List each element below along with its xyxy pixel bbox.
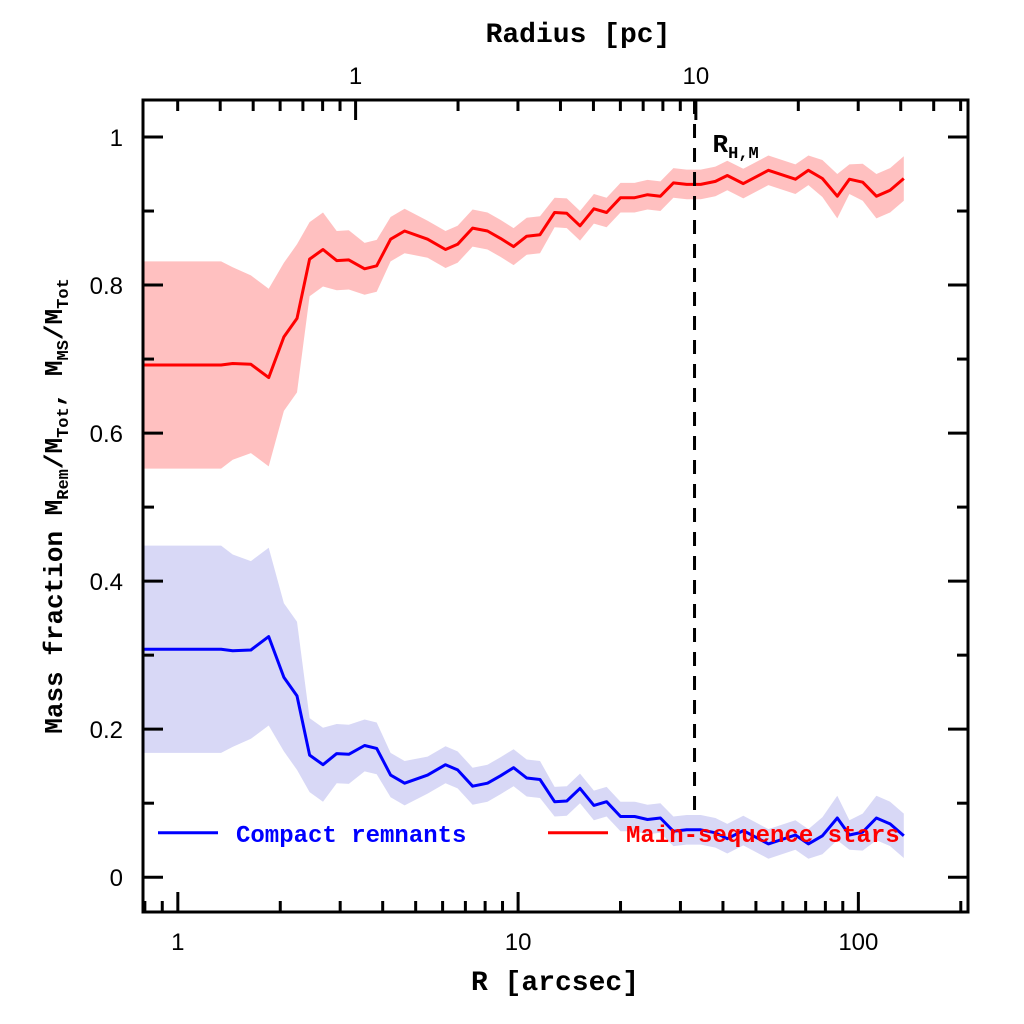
y-axis-label: Mass fraction MRem/MTot, MMS/MTot: [40, 278, 74, 734]
y-label-subscript: Tot: [55, 278, 74, 309]
half-mass-radius-label: RH,M: [713, 130, 759, 164]
error-band-main-sequence: [143, 155, 904, 469]
series-line-main-sequence: [143, 168, 905, 380]
y-label-text: Mass fraction M: [40, 500, 70, 734]
x-tick-label: 1: [171, 929, 184, 956]
annotation-main: R: [713, 130, 729, 160]
y-label-text: , M: [40, 360, 70, 407]
y-label-text: /M: [40, 309, 70, 340]
legend-label-main-sequence: Main-sequence stars: [626, 823, 900, 850]
y-label-subscript: Rem: [55, 469, 74, 500]
y-tick-label: 0.8: [90, 273, 123, 300]
top-tick-label: 10: [683, 63, 710, 90]
annotation-subscript: H,M: [728, 145, 759, 164]
axis-ticks: [143, 100, 968, 912]
error-band-remnants: [143, 545, 904, 859]
series-line-remnants: [143, 635, 905, 846]
error-bands: [143, 155, 904, 859]
top-tick-label: 1: [349, 63, 362, 90]
series-lines: [143, 168, 905, 846]
legend: Compact remnants Main-sequence stars: [158, 823, 900, 850]
y-tick-label: 1: [110, 125, 123, 152]
y-label-subscript: MS: [55, 340, 74, 360]
y-tick-label: 0: [110, 865, 123, 892]
top-axis-label: Radius [pc]: [486, 20, 671, 51]
y-label-text: /M: [40, 438, 70, 469]
y-tick-label: 0.2: [90, 717, 123, 744]
x-axis-label: R [arcsec]: [471, 968, 639, 999]
x-tick-label: 10: [505, 929, 532, 956]
y-label-subscript: Tot: [55, 407, 74, 438]
y-tick-label: 0.4: [90, 569, 123, 596]
y-tick-label: 0.6: [90, 421, 123, 448]
x-tick-label: 100: [838, 929, 878, 956]
legend-label-remnants: Compact remnants: [236, 823, 466, 850]
